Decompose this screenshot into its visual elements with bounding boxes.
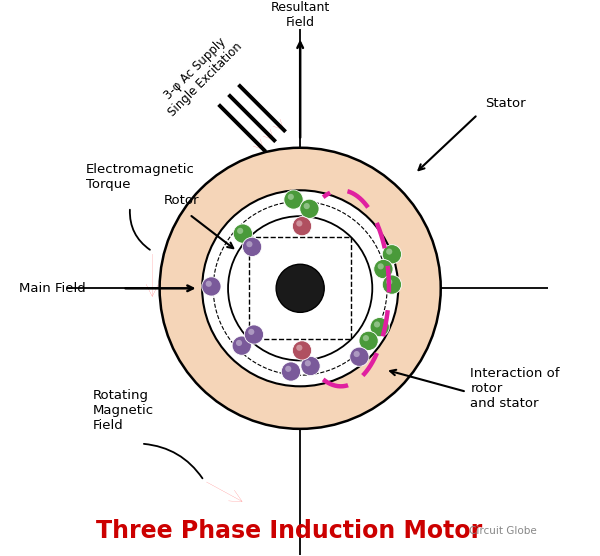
Circle shape <box>377 264 384 270</box>
Circle shape <box>374 260 393 279</box>
Text: Electromagnetic
Torque: Electromagnetic Torque <box>86 163 194 191</box>
Circle shape <box>386 249 392 255</box>
Circle shape <box>374 321 380 327</box>
Circle shape <box>288 193 294 200</box>
Circle shape <box>296 220 302 226</box>
Circle shape <box>160 148 441 429</box>
Circle shape <box>202 277 221 296</box>
Circle shape <box>382 245 401 264</box>
Circle shape <box>247 241 253 247</box>
Circle shape <box>386 279 392 285</box>
Bar <box>250 237 351 339</box>
Circle shape <box>202 190 398 386</box>
Text: Stator: Stator <box>485 97 526 110</box>
Circle shape <box>300 199 319 219</box>
Circle shape <box>292 216 311 236</box>
Circle shape <box>353 351 360 357</box>
Circle shape <box>305 360 311 366</box>
Text: Three Phase Induction Motor: Three Phase Induction Motor <box>96 519 482 543</box>
Circle shape <box>237 228 243 234</box>
Circle shape <box>296 345 302 351</box>
Circle shape <box>382 275 401 294</box>
Text: 3-φ Ac Supply
Single Excitation: 3-φ Ac Supply Single Excitation <box>155 29 245 118</box>
Circle shape <box>304 203 310 209</box>
Text: Main Field: Main Field <box>19 282 86 295</box>
Circle shape <box>228 216 373 360</box>
Circle shape <box>206 281 212 287</box>
Circle shape <box>292 341 311 360</box>
Circle shape <box>232 336 251 355</box>
Circle shape <box>236 340 242 346</box>
Circle shape <box>350 347 369 366</box>
Circle shape <box>284 190 303 209</box>
Circle shape <box>242 237 262 256</box>
Circle shape <box>248 329 254 335</box>
Text: Circuit Globe: Circuit Globe <box>469 525 537 535</box>
Circle shape <box>281 362 301 381</box>
Circle shape <box>244 325 263 344</box>
Circle shape <box>276 264 324 312</box>
Text: Resultant
Field: Resultant Field <box>271 1 330 29</box>
Text: Rotor: Rotor <box>164 194 200 207</box>
Circle shape <box>301 356 320 376</box>
Circle shape <box>285 366 292 372</box>
Text: Rotating
Magnetic
Field: Rotating Magnetic Field <box>93 389 154 432</box>
Circle shape <box>370 317 389 337</box>
Circle shape <box>233 224 253 243</box>
Circle shape <box>359 331 378 350</box>
Text: Interaction of
rotor
and stator: Interaction of rotor and stator <box>470 366 560 410</box>
Circle shape <box>363 335 369 341</box>
